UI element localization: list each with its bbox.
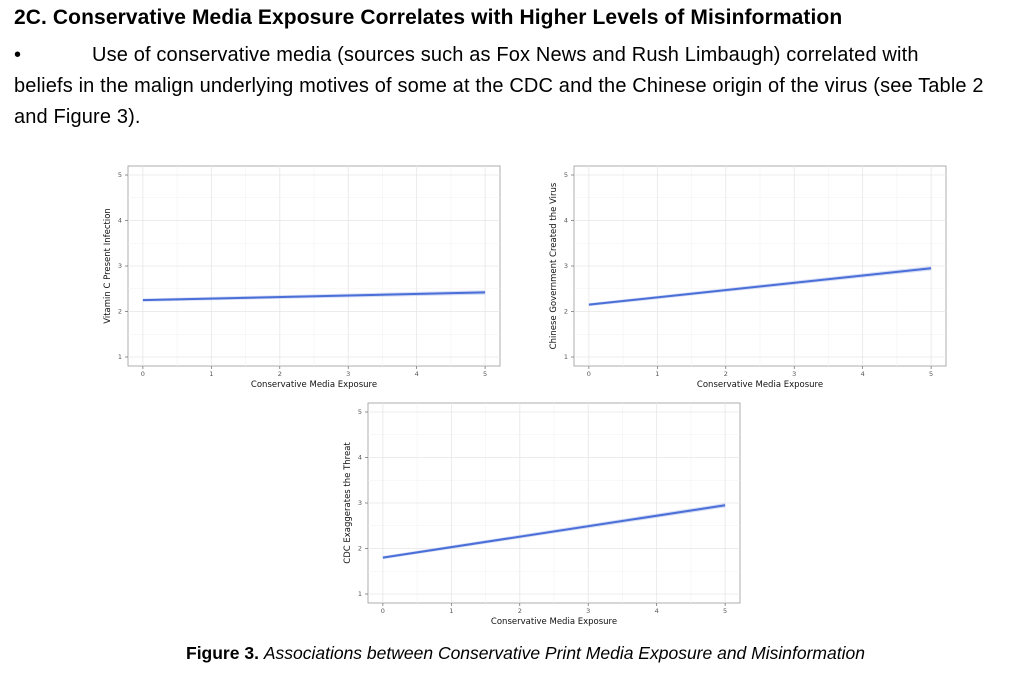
y-tick-label: 3: [564, 262, 568, 270]
y-tick-label: 1: [118, 353, 122, 361]
y-tick-label: 5: [118, 171, 122, 179]
chart-vitamin-c: 0 1 2 3 4 5 1 2 3 4 5 Conservative Media Exposure Vi…: [103, 165, 501, 390]
x-tick-label: 2: [724, 370, 728, 378]
y-tick-label: 2: [358, 545, 362, 553]
fit-line: [142, 291, 486, 302]
bullet-text-line1: Use of conservative media (sources such …: [92, 44, 919, 66]
fit-line: [382, 504, 726, 559]
x-tick-label: 1: [655, 370, 659, 378]
y-tick-label: 5: [358, 408, 362, 416]
chart-cdc-exaggerates: 0 1 2 3 4 5 1 2 3 4 5 Conservative Media Exposure CD…: [343, 402, 741, 627]
x-tick-label: 0: [381, 607, 385, 615]
x-tick-label: 5: [483, 370, 487, 378]
y-tick-label: 5: [564, 171, 568, 179]
y-tick-label: 2: [564, 308, 568, 316]
y-tick-label: 1: [564, 353, 568, 361]
y-tick-label: 3: [358, 499, 362, 507]
bullet-paragraph: • Use of conservative media (sources such…: [14, 40, 1014, 133]
x-tick-label: 3: [346, 370, 350, 378]
figure-caption: Figure 3. Associations between Conservat…: [186, 643, 865, 664]
y-tick-label: 2: [118, 308, 122, 316]
x-tick-label: 1: [209, 370, 213, 378]
y-tick-label: 3: [118, 262, 122, 270]
y-tick-label: 4: [564, 217, 568, 225]
section-heading: 2C. Conservative Media Exposure Correlat…: [14, 6, 843, 29]
y-tick-label: 4: [118, 217, 122, 225]
x-tick-label: 3: [792, 370, 796, 378]
x-tick-label: 5: [929, 370, 933, 378]
x-tick-label: 5: [723, 607, 727, 615]
caption-label: Figure 3.: [186, 643, 259, 663]
bullet-text-rest: beliefs in the malign underlying motives…: [14, 75, 984, 128]
y-tick-label: 1: [358, 590, 362, 598]
x-tick-label: 0: [141, 370, 145, 378]
x-tick-label: 0: [587, 370, 591, 378]
x-tick-label: 4: [415, 370, 419, 378]
bullet-icon: •: [14, 44, 22, 66]
y-axis-label: Chinese Government Created the Virus: [549, 182, 559, 349]
x-axis-label: Conservative Media Exposure: [697, 380, 823, 390]
x-tick-label: 1: [449, 607, 453, 615]
x-tick-label: 3: [586, 607, 590, 615]
x-axis-label: Conservative Media Exposure: [251, 380, 377, 390]
x-tick-label: 4: [861, 370, 865, 378]
x-tick-label: 2: [518, 607, 522, 615]
y-tick-label: 4: [358, 454, 362, 462]
y-axis-label: CDC Exaggerates the Threat: [343, 442, 353, 564]
x-tick-label: 2: [278, 370, 282, 378]
fit-line: [588, 267, 932, 306]
x-tick-label: 4: [655, 607, 659, 615]
x-axis-label: Conservative Media Exposure: [491, 617, 617, 627]
y-axis-label: Vitamin C Present Infection: [103, 208, 113, 324]
caption-text: Associations between Conservative Print …: [263, 643, 865, 663]
chart-chinese-government: 0 1 2 3 4 5 1 2 3 4 5 Conservative Media Exposure Ch…: [549, 165, 947, 390]
